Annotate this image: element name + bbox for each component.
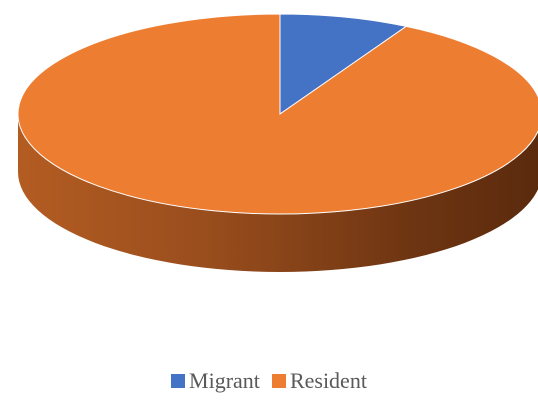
pie-slice-migrant: [279, 13, 408, 115]
legend-label-migrant: Migrant: [189, 368, 260, 393]
pie-top-face: [17, 13, 538, 215]
legend-swatch-migrant: [171, 374, 186, 388]
pie-side-wall: [18, 114, 538, 272]
legend-item-migrant: Migrant: [171, 368, 260, 394]
pie-side-shape: [18, 114, 538, 272]
legend-item-resident: Resident: [271, 368, 367, 394]
pie-chart-plot: [17, 13, 538, 272]
legend-swatch-resident: [271, 374, 286, 388]
pie-slice-resident: [17, 13, 538, 215]
legend-label-resident: Resident: [289, 368, 367, 393]
chart-legend: Migrant Resident: [0, 368, 538, 394]
